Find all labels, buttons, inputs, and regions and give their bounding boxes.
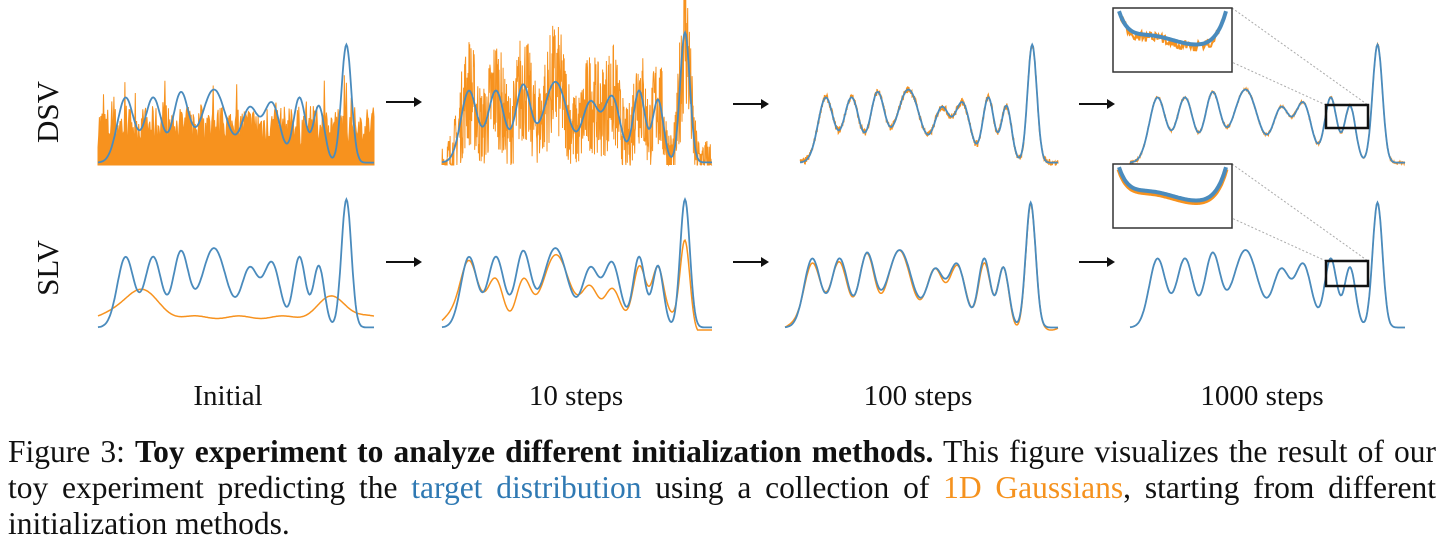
- arrow-icon: [1079, 257, 1115, 267]
- caption-bold-title: Toy experiment to analyze different init…: [135, 434, 934, 469]
- prediction-curve: [799, 44, 1059, 166]
- zoom-inset-slv: [1112, 163, 1370, 288]
- arrow-icon: [733, 257, 769, 267]
- column-label-1000-steps: 1000 steps: [1200, 380, 1323, 412]
- arrow-icon: [1079, 99, 1115, 109]
- panel-dsv-1000-steps: [1129, 41, 1406, 167]
- column-label-10-steps: 10 steps: [529, 380, 623, 412]
- target-curve: [1129, 42, 1405, 164]
- arrow-icon: [386, 257, 422, 267]
- caption-gaussian-term: 1D Gaussians: [943, 470, 1124, 505]
- row-label-slv: SLV: [30, 240, 65, 296]
- arrow-icon: [386, 97, 422, 107]
- target-curve: [799, 42, 1058, 164]
- column-label-initial: Initial: [193, 380, 262, 412]
- target-curve: [441, 30, 712, 164]
- prediction-curve: [97, 288, 375, 320]
- panel-slv-initial: [97, 197, 375, 329]
- target-curve: [97, 197, 374, 329]
- target-curve: [1129, 200, 1405, 329]
- caption-text-1: This figure visualizes the result of our…: [8, 434, 1436, 505]
- caption-text-2: using a collection of: [655, 470, 930, 505]
- column-label-100-steps: 100 steps: [864, 380, 973, 412]
- figure-caption: Figure 3: Toy experiment to analyze diff…: [8, 434, 1436, 542]
- prediction-curve: [441, 0, 713, 167]
- panel-slv-10-steps: [441, 197, 712, 331]
- panel-dsv-10-steps: [441, 0, 713, 167]
- caption-target-term: target distribution: [411, 470, 642, 505]
- zoom-source-box: [1324, 103, 1370, 130]
- panel-slv-100-steps: [784, 200, 1059, 331]
- zoom-inset-dsv: [1112, 7, 1370, 130]
- panel-dsv-initial: [97, 42, 375, 166]
- zoom-source-box: [1324, 259, 1370, 288]
- arrow-icon: [733, 99, 769, 109]
- target-curve: [784, 200, 1058, 329]
- target-curve: [97, 42, 374, 164]
- panel-slv-1000-steps: [1129, 200, 1405, 329]
- target-curve: [441, 197, 712, 329]
- panel-dsv-100-steps: [799, 42, 1059, 166]
- prediction-curve: [97, 75, 375, 166]
- zoom-target-curve: [1117, 10, 1228, 47]
- zoom-target-curve: [1117, 166, 1228, 203]
- prediction-curve: [441, 238, 712, 331]
- prediction-curve: [784, 202, 1059, 331]
- figure-panel-grid: DSV SLV Initial 10 steps 100 steps 1000 …: [30, 0, 1406, 412]
- caption-text-3: , starting from different initialization…: [8, 470, 1436, 541]
- row-label-dsv: DSV: [30, 80, 65, 143]
- caption-figure-number: Figure 3:: [8, 434, 125, 469]
